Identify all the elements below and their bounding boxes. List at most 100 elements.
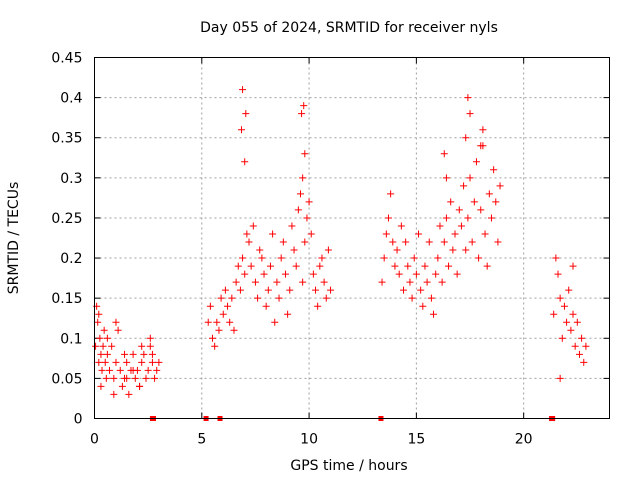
data-point	[292, 262, 300, 270]
data-point	[217, 294, 225, 302]
data-point	[468, 238, 476, 246]
x-axis-label: GPS time / hours	[290, 458, 407, 474]
data-point	[269, 230, 277, 238]
data-point	[573, 318, 581, 326]
data-point	[440, 150, 448, 158]
data-point	[445, 262, 453, 270]
grid	[94, 57, 610, 419]
data-point	[569, 310, 577, 318]
data-point	[558, 334, 566, 342]
data-point	[224, 302, 232, 310]
data-point	[153, 366, 161, 374]
data-point	[92, 342, 100, 350]
data-point	[129, 366, 137, 374]
y-tick-label: 0.15	[51, 291, 82, 307]
data-point	[477, 206, 485, 214]
y-tick-label: 0.45	[51, 51, 82, 67]
data-point	[136, 382, 144, 390]
data-point	[247, 262, 255, 270]
data-point	[318, 254, 326, 262]
data-point	[95, 358, 103, 366]
data-point	[254, 294, 262, 302]
data-point	[550, 310, 558, 318]
data-point	[415, 230, 423, 238]
data-point	[565, 286, 573, 294]
data-point	[556, 374, 564, 382]
data-point	[251, 278, 259, 286]
data-point	[327, 286, 335, 294]
data-point	[466, 110, 474, 118]
data-point	[221, 286, 229, 294]
data-point	[245, 238, 253, 246]
data-point	[419, 302, 427, 310]
data-point	[316, 262, 324, 270]
data-point	[556, 294, 564, 302]
data-point	[99, 342, 107, 350]
data-point	[273, 278, 281, 286]
data-point	[290, 246, 298, 254]
data-point	[106, 366, 114, 374]
data-point	[129, 350, 137, 358]
data-point	[299, 174, 307, 182]
data-point	[297, 190, 304, 198]
data-point	[464, 214, 472, 222]
data-point	[303, 214, 311, 222]
data-point	[110, 374, 118, 382]
x-tick-label: 15	[407, 432, 425, 448]
data-point	[464, 94, 472, 102]
data-point	[421, 262, 429, 270]
data-point	[494, 238, 502, 246]
data-point	[140, 350, 148, 358]
data-point	[103, 350, 111, 358]
data-point	[462, 246, 470, 254]
y-tick-label: 0	[74, 412, 83, 428]
data-point	[230, 326, 238, 334]
data-point	[466, 174, 474, 182]
data-point	[146, 334, 154, 342]
chart-title: Day 055 of 2024, SRMTID for receiver nyl…	[200, 20, 498, 36]
data-point	[97, 350, 105, 358]
data-point	[575, 350, 583, 358]
y-tick-label: 0.4	[60, 91, 82, 107]
data-point	[472, 158, 480, 166]
data-point	[457, 222, 465, 230]
data-point	[232, 278, 240, 286]
data-point	[382, 230, 390, 238]
data-point	[239, 254, 247, 262]
data-point	[378, 278, 386, 286]
data-point	[103, 334, 111, 342]
data-point	[479, 126, 487, 134]
data-point	[294, 206, 302, 214]
data-point	[307, 230, 315, 238]
data-point	[380, 254, 388, 262]
data-point	[264, 286, 272, 294]
data-point	[552, 254, 560, 262]
data-point	[275, 294, 283, 302]
data-point	[406, 278, 414, 286]
data-point	[447, 198, 455, 206]
data-point	[477, 142, 485, 150]
data-point	[436, 222, 444, 230]
data-point	[567, 326, 575, 334]
data-point	[393, 246, 401, 254]
data-point	[100, 326, 108, 334]
y-tick-label: 0.2	[60, 251, 82, 267]
data-point	[305, 198, 313, 206]
data-point	[404, 262, 412, 270]
data-point	[487, 214, 495, 222]
data-point	[277, 254, 285, 262]
data-point	[96, 334, 104, 342]
data-point	[320, 278, 328, 286]
data-point	[387, 190, 395, 198]
y-tick-label: 0.05	[51, 371, 82, 387]
y-axis-label: SRMTID / TECUs	[6, 182, 22, 295]
data-point	[148, 350, 156, 358]
data-point	[138, 358, 146, 366]
data-point	[496, 182, 504, 190]
data-point	[314, 302, 322, 310]
data-point	[483, 262, 491, 270]
data-point	[485, 190, 493, 198]
data-point	[470, 198, 478, 206]
plot-frame	[94, 57, 610, 419]
data-point	[578, 334, 586, 342]
